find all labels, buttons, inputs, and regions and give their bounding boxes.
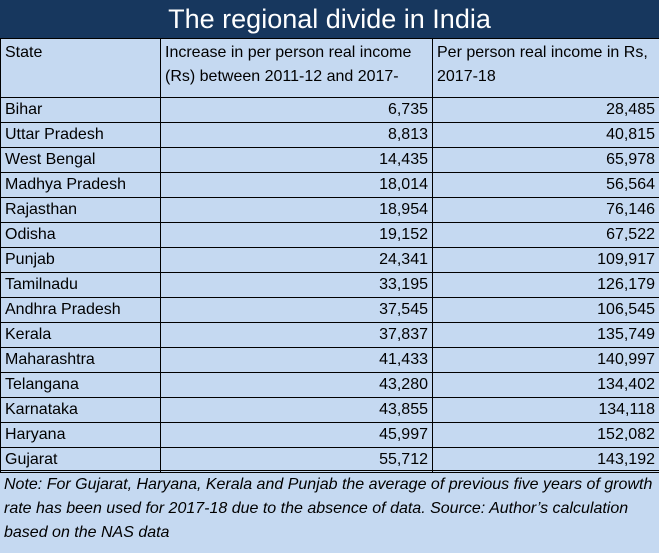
- column-header-income: Per person real income in Rs, 2017-18: [432, 38, 659, 98]
- column-header-state: State: [0, 38, 161, 98]
- cell-state: Bihar: [0, 97, 161, 123]
- table-row: Odisha 19,152 67,522: [0, 222, 659, 248]
- table-row: Punjab 24,341 109,917: [0, 247, 659, 273]
- cell-increase: 18,014: [160, 172, 433, 198]
- table-row: Madhya Pradesh 18,014 56,564: [0, 172, 659, 198]
- table-row: Uttar Pradesh 8,813 40,815: [0, 122, 659, 148]
- cell-increase: 6,735: [160, 97, 433, 123]
- cell-income: 143,192: [432, 447, 659, 473]
- cell-income: 40,815: [432, 122, 659, 148]
- cell-increase: 24,341: [160, 247, 433, 273]
- figure-title: The regional divide in India: [0, 0, 659, 38]
- cell-increase: 8,813: [160, 122, 433, 148]
- data-table: State Increase in per person real income…: [0, 38, 659, 473]
- cell-income: 126,179: [432, 272, 659, 298]
- table-row: Tamilnadu 33,195 126,179: [0, 272, 659, 298]
- cell-state: Gujarat: [0, 447, 161, 473]
- cell-income: 152,082: [432, 422, 659, 448]
- cell-increase: 55,712: [160, 447, 433, 473]
- table-row: Maharashtra 41,433 140,997: [0, 347, 659, 373]
- cell-state: Haryana: [0, 422, 161, 448]
- table-row: Rajasthan 18,954 76,146: [0, 197, 659, 223]
- cell-income: 109,917: [432, 247, 659, 273]
- cell-state: Uttar Pradesh: [0, 122, 161, 148]
- cell-state: Maharashtra: [0, 347, 161, 373]
- cell-state: Karnataka: [0, 397, 161, 423]
- cell-state: Andhra Pradesh: [0, 297, 161, 323]
- cell-income: 106,545: [432, 297, 659, 323]
- table-row: Haryana 45,997 152,082: [0, 422, 659, 448]
- cell-income: 56,564: [432, 172, 659, 198]
- table-body: Bihar 6,735 28,485 Uttar Pradesh 8,813 40,815…: [0, 97, 659, 473]
- table-row: Andhra Pradesh 37,545 106,545: [0, 297, 659, 323]
- column-header-increase: Increase in per person real income (Rs) …: [160, 38, 433, 98]
- cell-increase: 45,997: [160, 422, 433, 448]
- cell-increase: 41,433: [160, 347, 433, 373]
- cell-income: 140,997: [432, 347, 659, 373]
- cell-state: Telangana: [0, 372, 161, 398]
- cell-state: Rajasthan: [0, 197, 161, 223]
- cell-state: Odisha: [0, 222, 161, 248]
- cell-state: Madhya Pradesh: [0, 172, 161, 198]
- cell-income: 134,118: [432, 397, 659, 423]
- cell-income: 67,522: [432, 222, 659, 248]
- cell-increase: 37,837: [160, 322, 433, 348]
- cell-income: 135,749: [432, 322, 659, 348]
- cell-increase: 18,954: [160, 197, 433, 223]
- header-row: State Increase in per person real income…: [0, 38, 659, 98]
- table-row: West Bengal 14,435 65,978: [0, 147, 659, 173]
- table-row: Kerala 37,837 135,749: [0, 322, 659, 348]
- cell-state: Punjab: [0, 247, 161, 273]
- cell-state: West Bengal: [0, 147, 161, 173]
- cell-income: 28,485: [432, 97, 659, 123]
- cell-income: 134,402: [432, 372, 659, 398]
- cell-increase: 43,855: [160, 397, 433, 423]
- cell-increase: 14,435: [160, 147, 433, 173]
- table-row: Karnataka 43,855 134,118: [0, 397, 659, 423]
- cell-state: Kerala: [0, 322, 161, 348]
- table-row: Bihar 6,735 28,485: [0, 97, 659, 123]
- table-row: Telangana 43,280 134,402: [0, 372, 659, 398]
- cell-increase: 37,545: [160, 297, 433, 323]
- cell-increase: 43,280: [160, 372, 433, 398]
- cell-income: 76,146: [432, 197, 659, 223]
- footnote: Note: For Gujarat, Haryana, Kerala and P…: [0, 470, 659, 553]
- cell-increase: 19,152: [160, 222, 433, 248]
- cell-increase: 33,195: [160, 272, 433, 298]
- table-row: Gujarat 55,712 143,192: [0, 447, 659, 473]
- cell-income: 65,978: [432, 147, 659, 173]
- cell-state: Tamilnadu: [0, 272, 161, 298]
